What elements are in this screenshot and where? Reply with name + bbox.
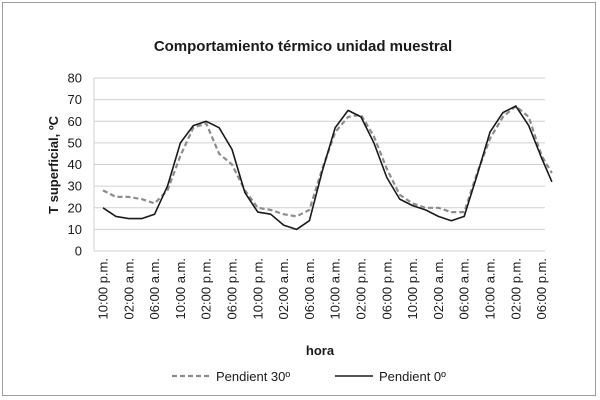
x-tick-label: 02:00 a.m. (121, 258, 136, 319)
y-tick-label: 0 (75, 244, 82, 259)
x-tick-label: 10:00 p.m. (250, 258, 265, 319)
x-tick-label: 02:00 p.m. (508, 258, 523, 319)
y-tick-label: 20 (68, 200, 82, 215)
x-tick-label: 06:00 p.m. (225, 258, 240, 319)
x-tick-label: 10:00 p.m. (96, 258, 111, 319)
x-tick-label: 06:00 p.m. (534, 258, 549, 319)
x-tick-label: 10:00 a.m. (328, 258, 343, 319)
series-line-1 (102, 104, 553, 218)
legend-label-1: Pendient 30º (216, 369, 290, 384)
chart-title: Comportamiento térmico unidad muestral (154, 38, 452, 55)
x-tick-label: 10:00 p.m. (405, 258, 420, 319)
y-tick-label: 70 (68, 92, 82, 107)
y-tick-label: 10 (68, 222, 82, 237)
y-axis-label: T superficial, ºC (46, 115, 61, 214)
y-tick-label: 80 (68, 71, 82, 86)
y-tick-label: 60 (68, 114, 82, 129)
x-tick-label: 06:00 a.m. (302, 258, 317, 319)
x-tick-label: 02:00 a.m. (431, 258, 446, 319)
series-lines (102, 104, 553, 231)
x-tick-label: 06:00 a.m. (457, 258, 472, 319)
legend: Pendient 30º Pendient 0º (172, 369, 446, 384)
y-tick-label: 50 (68, 135, 82, 150)
x-tick-label: 02:00 p.m. (354, 258, 369, 319)
x-axis-label: hora (306, 343, 335, 358)
y-tick-label: 30 (68, 179, 82, 194)
grid-lines (93, 77, 545, 252)
x-tick-label: 10:00 a.m. (483, 258, 498, 319)
x-tick-label: 06:00 p.m. (379, 258, 394, 319)
y-tick-labels: 0 10 20 30 40 50 60 70 80 (68, 71, 82, 259)
x-tick-label: 10:00 a.m. (173, 258, 188, 319)
x-tick-label: 06:00 a.m. (147, 258, 162, 319)
series-line-2 (102, 105, 553, 231)
y-tick-label: 40 (68, 157, 82, 172)
chart-frame (2, 2, 596, 396)
x-tick-label: 02:00 p.m. (199, 258, 214, 319)
x-tick-labels: 10:00 p.m. 02:00 a.m. 06:00 a.m. 10:00 a.m.… (96, 258, 550, 319)
legend-label-2: Pendient 0º (379, 369, 446, 384)
x-tick-label: 02:00 a.m. (276, 258, 291, 319)
